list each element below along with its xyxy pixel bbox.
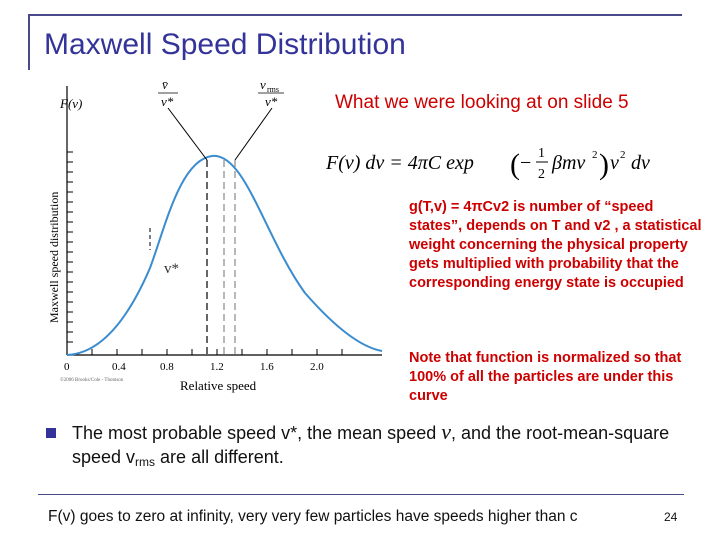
bullet-marker	[46, 428, 56, 438]
x-tick-label: 1.6	[260, 361, 274, 373]
speed-states-note: g(T,v) = 4πCv2 is number of “speed state…	[409, 199, 702, 291]
vrms-leader	[234, 107, 273, 161]
vbar-top-label: v̄	[162, 77, 168, 92]
formula-power: 2	[592, 149, 598, 161]
vstar-annotation: v*	[164, 261, 179, 277]
vstar-den-label: v*	[161, 94, 174, 109]
slide-subtitle: What we were looking at on slide 5	[335, 92, 629, 113]
distribution-curve	[66, 154, 383, 356]
y-ticks	[67, 151, 73, 343]
normalization-note: Note that function is normalized so that…	[409, 350, 682, 404]
svg-text:−: −	[520, 152, 531, 174]
vrms-top-label: v	[260, 77, 266, 92]
title-frame	[28, 14, 682, 70]
maxwell-formula: F(v) dv = 4πC exp ( − 1 2 βmv 2 ) v 2 dv	[326, 146, 650, 182]
footer-divider	[38, 494, 684, 495]
vbar-leader	[167, 107, 208, 161]
vrms-den-label: v*	[265, 94, 278, 109]
formula-frac-num: 1	[538, 146, 545, 161]
footer-text: F(v) goes to zero at infinity, very very…	[48, 508, 578, 525]
formula-tail-power: 2	[620, 149, 626, 161]
bullet-text: The most probable speed v*, the mean spe…	[72, 420, 672, 474]
mean-speed-symbol: v	[441, 419, 452, 444]
svg-text:): )	[599, 148, 609, 181]
y-axis-title: Maxwell speed distribution	[47, 192, 61, 323]
fv-label: F(v)	[59, 96, 82, 111]
bullet-part3: are all different.	[155, 447, 284, 467]
formula-lhs: F(v) dv = 4πC exp	[326, 152, 474, 174]
x-tick-label: 2.0	[310, 361, 324, 373]
x-axis-title: Relative speed	[180, 378, 257, 393]
slide-title: Maxwell Speed Distribution	[44, 28, 406, 61]
vrms-top-sub: rms	[267, 85, 279, 94]
formula-tail: v	[610, 152, 619, 174]
formula-rest: βmv	[551, 152, 585, 174]
bullet-part2: , and the root-mean-square speed v	[72, 423, 670, 467]
x-tick-label: 0.4	[112, 361, 126, 373]
maxwell-distribution-graph: v* v̄ v* v rms v* F(v) Maxwell speed dis…	[47, 77, 383, 393]
svg-text:(: (	[510, 148, 520, 181]
x-tick-label: 0	[64, 361, 70, 373]
x-tick-label: 1.2	[210, 361, 224, 373]
formula-dv: dv	[631, 152, 650, 174]
formula-frac-den: 2	[538, 167, 545, 182]
x-tick-label: 0.8	[160, 361, 174, 373]
rms-subscript: rms	[135, 455, 156, 469]
page-number: 24	[664, 510, 678, 524]
graph-copyright: ©2006 Brooks/Cole - Thomson	[60, 377, 124, 383]
bullet-part1: The most probable speed v*, the mean spe…	[72, 423, 437, 443]
x-ticks	[91, 349, 343, 355]
